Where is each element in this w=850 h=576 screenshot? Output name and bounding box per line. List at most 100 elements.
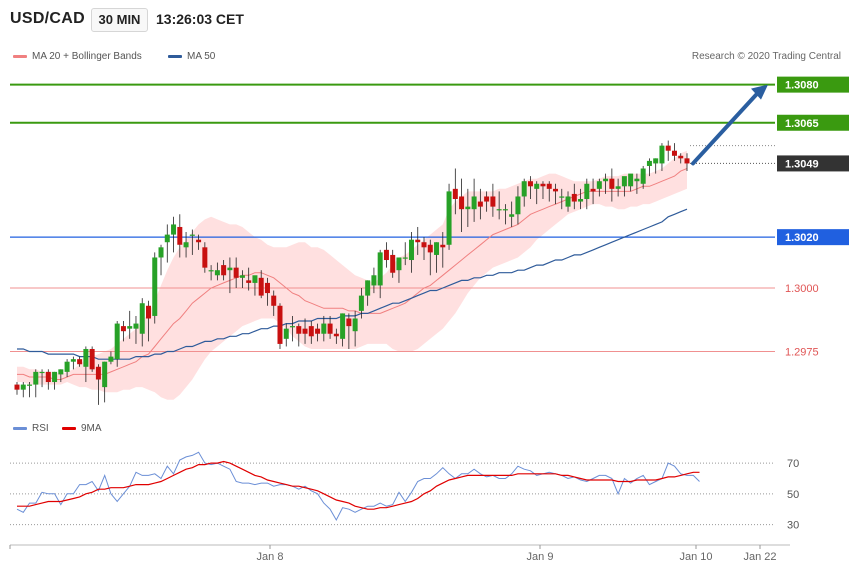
candle-body — [609, 178, 615, 189]
candle-body — [653, 158, 659, 164]
candle-body — [496, 209, 502, 211]
candle-body — [584, 183, 590, 200]
candle-body — [684, 158, 690, 164]
candle-body — [296, 326, 302, 334]
candle-body — [58, 369, 64, 375]
candle-body — [383, 249, 389, 261]
candle-body — [277, 305, 283, 344]
candle-body — [452, 188, 458, 200]
candle-body — [83, 348, 89, 367]
candle-body — [640, 168, 646, 184]
candle-body — [70, 359, 76, 362]
chart-header: USD/CAD 30 MIN 13:26:03 CET — [0, 0, 850, 40]
time-axis-label: Jan 9 — [527, 551, 554, 563]
legend-9ma: 9MA — [62, 423, 102, 434]
bollinger-swatch — [13, 54, 27, 58]
legend-rsi: RSI — [13, 423, 49, 434]
candle-body — [239, 275, 245, 278]
candle-body — [246, 280, 252, 283]
candle-body — [678, 155, 684, 159]
candle-body — [196, 239, 202, 243]
candle-body — [477, 201, 483, 207]
candle-body — [227, 267, 233, 271]
candle-body — [671, 150, 677, 156]
candle-body — [127, 326, 133, 329]
bollinger-label: MA 20 + Bollinger Bands — [32, 51, 142, 62]
ma9-label: 9MA — [81, 423, 102, 434]
candle-body — [521, 181, 527, 197]
candle-body — [434, 242, 440, 255]
candle-body — [459, 196, 465, 210]
candle-body — [553, 188, 559, 192]
candle-body — [20, 384, 26, 390]
target-price-label-bg — [777, 114, 849, 131]
rsi-tick-label: 50 — [787, 489, 799, 501]
symbol-title: USD/CAD — [10, 10, 85, 27]
candle-body — [52, 371, 58, 383]
candle-body — [308, 326, 314, 337]
candle-body — [352, 318, 358, 332]
candle-body — [64, 361, 70, 372]
candle-body — [534, 183, 540, 189]
copyright-text: Research © 2020 Trading Central — [691, 51, 841, 62]
candle-body — [340, 313, 346, 339]
candle-body — [315, 328, 321, 334]
candle-body — [152, 257, 158, 316]
candle-body — [502, 209, 508, 211]
candle-body — [396, 257, 402, 271]
candle-body — [264, 282, 270, 294]
candle-body — [446, 191, 452, 245]
candle-body — [102, 361, 108, 388]
candle-body — [283, 328, 289, 339]
candle-body — [440, 244, 446, 248]
candle-body — [183, 242, 189, 248]
candle-body — [515, 196, 521, 215]
reference-price-label: 1.2975 — [785, 347, 819, 359]
candle-body — [578, 199, 584, 202]
candle-body — [665, 145, 671, 151]
candle-body — [45, 371, 51, 383]
candle-body — [221, 265, 227, 276]
time-axis-label: Jan 22 — [743, 551, 776, 563]
candle-body — [358, 295, 364, 311]
candle-body — [189, 234, 195, 236]
candle-body — [509, 214, 515, 217]
candle-body — [465, 206, 471, 210]
candle-body — [565, 196, 571, 207]
candle-body — [177, 226, 183, 245]
candle-body — [145, 305, 151, 319]
candle-body — [646, 160, 652, 166]
candle-body — [402, 257, 408, 259]
rsi-swatch — [13, 426, 27, 430]
support-price-label: 1.3020 — [785, 232, 819, 244]
candle-body — [302, 328, 308, 334]
candle-body — [108, 356, 114, 362]
candle-body — [590, 188, 596, 192]
support-price-label-bg — [777, 229, 849, 246]
candle-body — [628, 173, 634, 187]
projection-arrow — [691, 89, 761, 166]
candle-body — [114, 323, 120, 360]
candle-body — [621, 176, 627, 187]
candle-body — [471, 196, 477, 210]
target-price-label-bg — [777, 76, 849, 93]
candle-body — [33, 371, 39, 385]
candle-body — [408, 239, 414, 261]
candle-body — [427, 244, 433, 253]
legend-bollinger: MA 20 + Bollinger Bands — [13, 51, 142, 62]
timeframe-button[interactable]: 30 MIN — [91, 8, 148, 32]
candle-body — [258, 277, 264, 296]
candle-body — [252, 275, 258, 283]
ma50-line — [17, 208, 688, 360]
candle-body — [120, 326, 126, 332]
candle-body — [95, 366, 101, 380]
candle-body — [415, 239, 421, 243]
time-axis-label: Jan 10 — [679, 551, 712, 563]
candle-body — [615, 186, 621, 189]
target-price-label: 1.3065 — [785, 118, 819, 130]
candle-body — [164, 234, 170, 243]
candle-body — [327, 323, 333, 334]
candle-body — [540, 183, 546, 187]
target-price-label: 1.3080 — [785, 80, 819, 92]
